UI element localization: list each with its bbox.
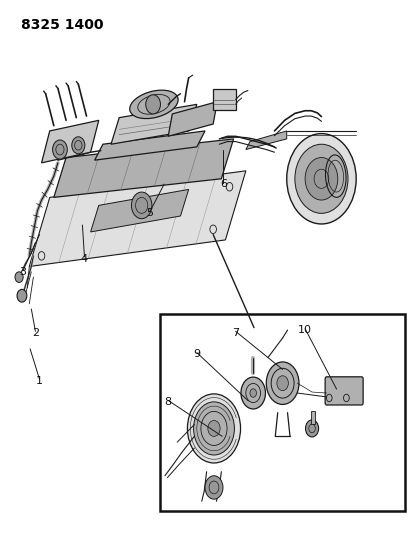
Circle shape	[145, 95, 160, 114]
Text: 5: 5	[146, 208, 153, 219]
Circle shape	[240, 377, 265, 409]
Circle shape	[276, 376, 288, 391]
Text: 2: 2	[32, 328, 39, 338]
Circle shape	[72, 137, 85, 154]
Bar	[160, 314, 404, 511]
Text: 3: 3	[20, 267, 27, 277]
Polygon shape	[54, 139, 233, 197]
Text: 10: 10	[297, 325, 311, 335]
Circle shape	[265, 362, 298, 405]
Circle shape	[204, 476, 222, 499]
Circle shape	[15, 272, 23, 282]
Circle shape	[304, 158, 337, 200]
Circle shape	[305, 420, 318, 437]
Polygon shape	[90, 189, 188, 232]
Circle shape	[249, 389, 256, 397]
Circle shape	[193, 402, 234, 455]
Text: 1: 1	[36, 376, 43, 386]
Circle shape	[286, 134, 355, 224]
Polygon shape	[41, 120, 99, 163]
Polygon shape	[29, 171, 245, 266]
Circle shape	[131, 192, 151, 219]
Text: 8325 1400: 8325 1400	[21, 18, 103, 31]
Circle shape	[187, 394, 240, 463]
Text: 6: 6	[219, 179, 226, 189]
Polygon shape	[94, 131, 204, 160]
Polygon shape	[168, 102, 217, 136]
FancyBboxPatch shape	[324, 377, 362, 405]
Polygon shape	[111, 104, 196, 144]
Circle shape	[17, 289, 27, 302]
Circle shape	[294, 144, 347, 213]
Polygon shape	[245, 131, 286, 150]
Bar	[310, 411, 315, 424]
Circle shape	[207, 421, 220, 437]
Text: 9: 9	[193, 349, 200, 359]
Circle shape	[52, 140, 67, 159]
Text: 7: 7	[231, 328, 238, 338]
Ellipse shape	[129, 90, 178, 118]
Text: 4: 4	[81, 254, 88, 263]
Bar	[213, 90, 235, 110]
Text: 8: 8	[164, 397, 171, 407]
